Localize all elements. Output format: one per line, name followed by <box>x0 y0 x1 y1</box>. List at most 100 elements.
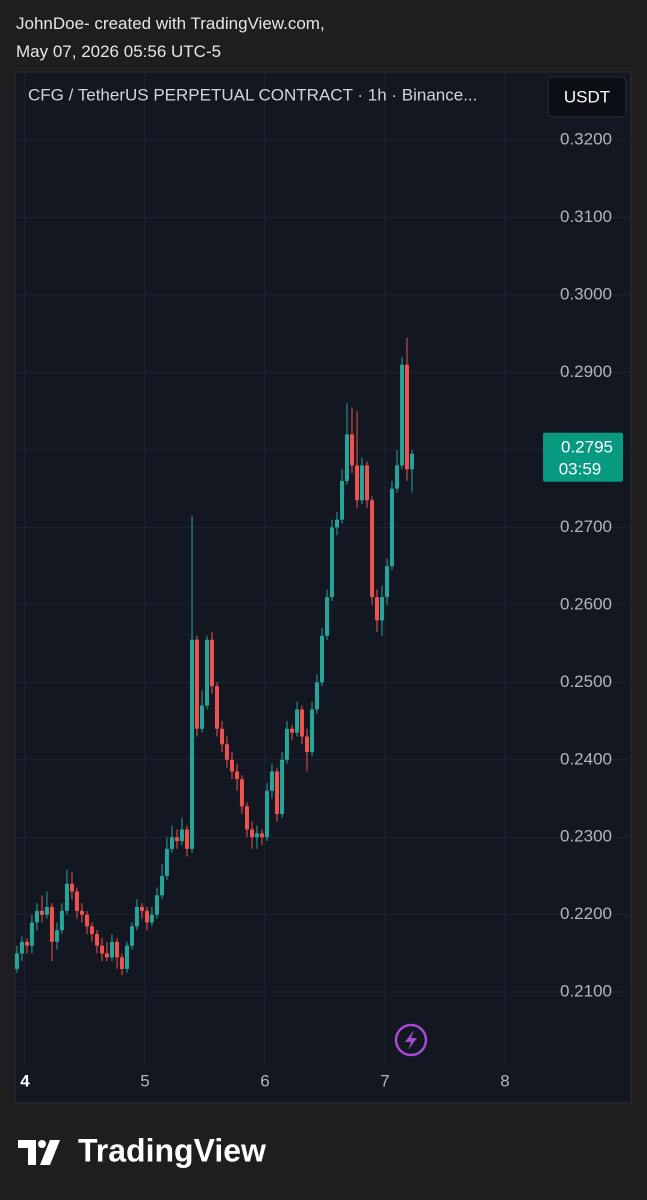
candle-body <box>214 686 219 729</box>
candle-body <box>179 829 184 842</box>
candle-body <box>25 941 30 946</box>
candle-body <box>124 945 129 969</box>
candle-body <box>115 941 120 958</box>
candle-body <box>19 941 24 954</box>
x-tick-label: 8 <box>500 1071 509 1090</box>
candle-body <box>199 705 204 729</box>
y-tick-label: 0.2700 <box>560 517 612 536</box>
y-tick-label: 0.2300 <box>560 827 612 846</box>
candle-body <box>344 434 349 481</box>
candle-body <box>325 597 330 636</box>
candle-body <box>85 914 90 927</box>
candle-body <box>55 930 60 942</box>
countdown-label: 03:59 <box>559 459 602 478</box>
candle-body <box>265 790 270 838</box>
candle-body <box>149 914 154 923</box>
candle-body <box>340 480 345 520</box>
candle-body <box>100 945 105 954</box>
candle-body <box>259 833 264 838</box>
logo-mark <box>18 1140 36 1165</box>
candle-body <box>244 806 249 830</box>
candle-body <box>169 837 174 849</box>
candle-body <box>220 728 225 745</box>
candle-body <box>175 837 180 842</box>
currency-label[interactable]: USDT <box>564 87 610 106</box>
candle-body <box>239 779 244 807</box>
y-tick-label: 0.2900 <box>560 362 612 381</box>
icon-ring[interactable] <box>394 1023 428 1057</box>
candle-body <box>194 639 199 729</box>
x-tick-label: 4 <box>20 1071 30 1090</box>
y-tick-label: 0.2100 <box>560 982 612 1001</box>
candle-body <box>314 682 319 710</box>
candle-body <box>164 848 169 876</box>
candle-body <box>295 709 300 733</box>
last-price-label: 0.2795 <box>561 437 613 456</box>
candle-body <box>269 771 274 791</box>
candle-body <box>385 566 390 598</box>
candle-body <box>400 364 405 466</box>
lightning-icon[interactable] <box>394 1023 428 1057</box>
candles <box>14 337 415 976</box>
y-tick-label: 0.3100 <box>560 207 612 226</box>
candle-body <box>404 364 409 470</box>
candle-body <box>130 926 135 946</box>
candle-body <box>350 434 355 466</box>
candle-body <box>235 771 240 780</box>
candle-body <box>250 829 255 838</box>
grid <box>15 72 631 1068</box>
icon-bolt[interactable] <box>405 1030 417 1050</box>
candle-body <box>224 744 229 760</box>
candle-body <box>380 597 385 621</box>
candle-body <box>14 953 19 969</box>
author-line: JohnDoe- created with TradingView.com, <box>16 14 325 33</box>
candle-body <box>190 639 195 849</box>
chart-panel <box>14 71 632 1104</box>
candle-body <box>59 910 64 931</box>
candle-body <box>134 906 139 927</box>
candle-body <box>34 910 39 923</box>
y-tick-label: 0.3000 <box>560 284 612 303</box>
candle-body <box>70 883 75 892</box>
y-tick-label: 0.3200 <box>560 130 612 149</box>
candle-body <box>64 883 69 911</box>
last-price-box <box>543 432 623 482</box>
candle-body <box>229 759 234 772</box>
candle-body <box>355 465 360 501</box>
candle-body <box>254 833 259 838</box>
brand-name: TradingView <box>78 1132 266 1168</box>
candle-body <box>280 759 285 815</box>
candle-body <box>104 953 109 958</box>
candle-body <box>40 910 45 915</box>
candle-body <box>209 639 214 687</box>
y-tick-label: 0.2200 <box>560 904 612 923</box>
candle-body <box>335 519 340 528</box>
brand-logo <box>18 1140 60 1165</box>
candle-body <box>284 728 289 760</box>
candle-body <box>395 465 400 489</box>
currency-button[interactable] <box>547 76 627 118</box>
logo-slash <box>40 1140 60 1165</box>
candle-body <box>310 709 315 753</box>
candle-body <box>274 771 279 815</box>
candle-body <box>145 910 150 923</box>
x-tick-label: 6 <box>260 1071 269 1090</box>
candle-body <box>305 736 310 753</box>
candle-body <box>139 906 144 911</box>
candle-body <box>365 465 370 501</box>
candle-body <box>49 906 54 942</box>
candle-body <box>119 957 124 969</box>
candle-body <box>370 500 375 598</box>
candle-body <box>74 891 79 911</box>
candle-body <box>359 465 364 501</box>
timestamp-line: May 07, 2026 05:56 UTC-5 <box>16 42 222 61</box>
candle-body <box>44 906 49 915</box>
candle-body <box>290 728 295 733</box>
candle-body <box>29 922 34 946</box>
candle-body <box>299 709 304 737</box>
y-tick-label: 0.2400 <box>560 749 612 768</box>
candle-body <box>160 875 165 896</box>
candle-body <box>320 635 325 683</box>
